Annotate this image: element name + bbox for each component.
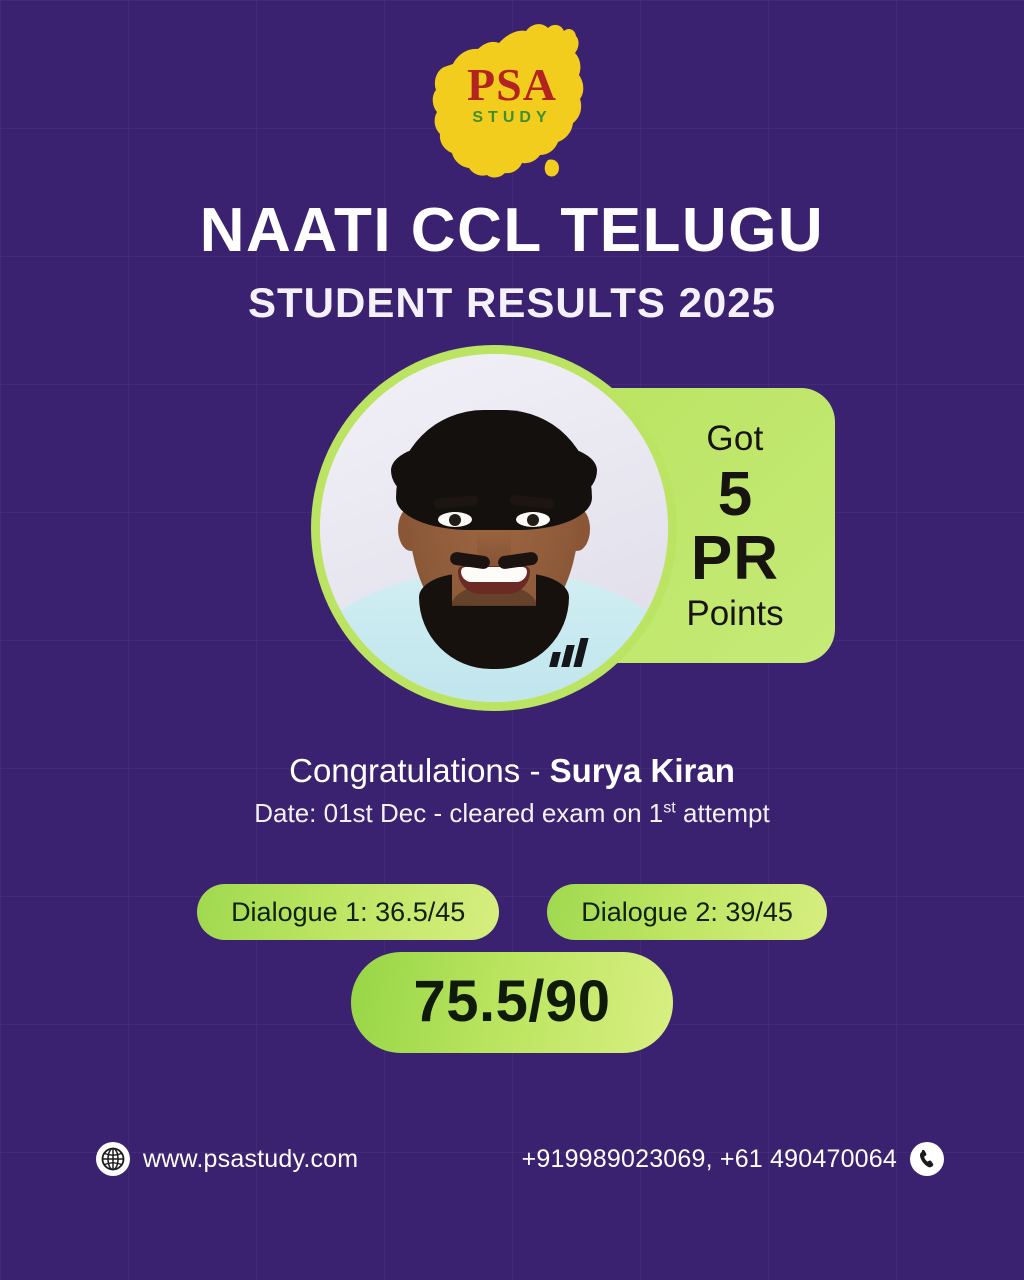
total-score-pill: 75.5/90	[351, 952, 673, 1053]
shirt-brand-icon	[549, 637, 595, 668]
photo-mouth	[458, 566, 530, 595]
badge-prefix: Got	[706, 418, 764, 458]
ordinal-suffix: st	[663, 798, 676, 817]
badge-points-number: 5	[717, 459, 753, 529]
phone-icon	[910, 1142, 944, 1176]
hero-section: Got 5 PR Points	[0, 345, 1024, 711]
logo-psa-text: PSA	[467, 59, 557, 110]
total-score-wrap: 75.5/90	[0, 952, 1024, 1053]
photo-teeth	[461, 567, 527, 583]
logo-study-letter: S	[472, 109, 489, 126]
logo-study-letter: T	[488, 109, 503, 126]
website-contact[interactable]: www.psastudy.com	[96, 1142, 358, 1176]
dialogue-scores: Dialogue 1: 36.5/45 Dialogue 2: 39/45	[0, 884, 1024, 941]
date-prefix: Date: 01st Dec - cleared exam on 1	[254, 798, 664, 828]
photo-eye-right	[516, 512, 550, 528]
exam-date-line: Date: 01st Dec - cleared exam on 1st att…	[0, 798, 1024, 829]
logo-study-letter: D	[519, 109, 536, 126]
student-name: Surya Kiran	[549, 752, 735, 789]
logo-study-letter: Y	[535, 109, 552, 126]
dialogue-score-pill: Dialogue 2: 39/45	[547, 884, 827, 941]
student-photo-ring	[311, 345, 677, 711]
badge-pr-label: PR	[690, 523, 780, 593]
phone-numbers: +919989023069, +61 490470064	[521, 1144, 897, 1173]
logo-study-letter: U	[502, 109, 520, 126]
phone-contact[interactable]: +919989023069, +61 490470064	[522, 1142, 944, 1176]
page-title: NAATI CCL TELUGU	[199, 196, 825, 265]
student-photo	[320, 354, 668, 702]
congratulations-line: Congratulations - Surya Kiran	[0, 752, 1024, 790]
footer: www.psastudy.com +919989023069, +61 4904…	[96, 1142, 944, 1176]
page-subtitle: STUDENT RESULTS 2025	[248, 279, 776, 326]
badge-points-suffix: Points	[686, 593, 784, 633]
australia-map-icon	[432, 24, 584, 178]
date-suffix: attempt	[675, 798, 770, 828]
globe-icon	[96, 1142, 130, 1176]
congrats-prefix: Congratulations -	[289, 752, 550, 789]
dialogue-score-pill: Dialogue 1: 36.5/45	[197, 884, 500, 941]
logo-study-text: STUDY	[422, 110, 602, 126]
website-url: www.psastudy.com	[143, 1144, 359, 1173]
photo-eye-left	[438, 512, 472, 528]
brand-logo: PSA STUDY	[0, 18, 1024, 183]
